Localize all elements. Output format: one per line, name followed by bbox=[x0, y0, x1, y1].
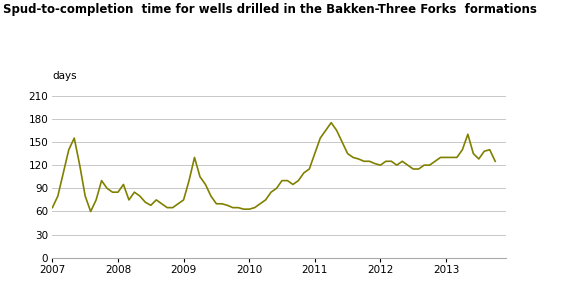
Text: Spud-to-completion  time for wells drilled in the Bakken-Three Forks  formations: Spud-to-completion time for wells drille… bbox=[3, 3, 537, 16]
Text: days: days bbox=[52, 71, 77, 81]
